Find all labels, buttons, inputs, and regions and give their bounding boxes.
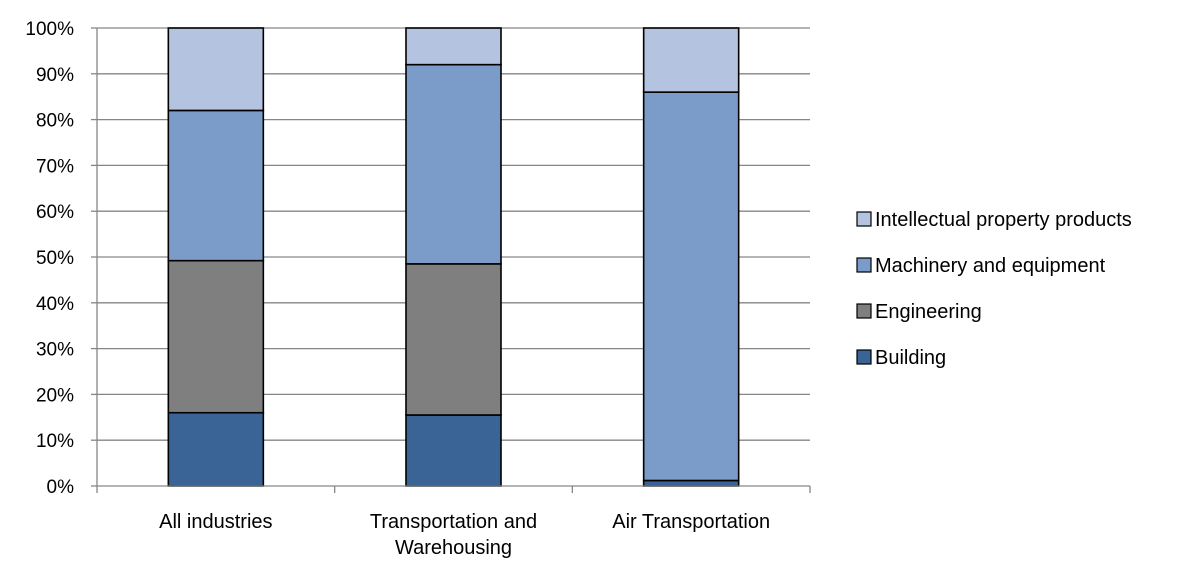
y-tick-label: 80%: [36, 111, 74, 132]
y-tick-label: 40%: [36, 294, 74, 315]
legend-item-engineering: Engineering: [856, 301, 982, 323]
bar-segment-machinery-and-equipment: [642, 91, 740, 482]
bar-segment-building: [642, 479, 740, 487]
legend-label: Machinery and equipment: [875, 255, 1106, 277]
y-tick-label: 60%: [36, 202, 74, 223]
x-category-label: Air Transportation: [612, 511, 770, 533]
y-tick-label: 50%: [36, 248, 74, 269]
legend-swatch: [856, 257, 872, 273]
bar-segment-machinery-and-equipment: [167, 109, 265, 262]
legend-label: Intellectual property products: [875, 209, 1132, 231]
legend-swatch: [856, 211, 872, 227]
bars: [167, 27, 740, 487]
bar-segment-engineering: [167, 259, 265, 414]
legend: Intellectual property products Machinery …: [856, 209, 1132, 369]
bar-segment-building: [405, 414, 502, 487]
y-tick-label: 90%: [36, 65, 74, 86]
axes: [91, 27, 811, 493]
bar-segment-intellectual-property-products: [405, 27, 502, 66]
bar-segment-intellectual-property-products: [642, 27, 740, 93]
legend-item-intellectual-property-products: Intellectual property products: [856, 209, 1132, 231]
x-axis-category-labels: All industries Transportation and Warehous…: [159, 511, 770, 559]
bar-segment-engineering: [405, 263, 502, 416]
x-category-label: Transportation and Warehousing: [370, 511, 537, 559]
y-tick-label: 20%: [36, 385, 74, 406]
y-tick-label: 70%: [36, 156, 74, 177]
y-tick-label: 0%: [47, 477, 75, 498]
legend-swatch: [856, 349, 872, 365]
bar-segment-intellectual-property-products: [167, 27, 265, 112]
legend-label: Building: [875, 347, 946, 369]
legend-item-building: Building: [856, 347, 946, 369]
y-axis-tick-labels: 0% 10% 20% 30% 40% 50% 60% 70% 80% 90% 100%: [25, 19, 74, 498]
x-category-label: All industries: [159, 511, 272, 533]
bar-segment-machinery-and-equipment: [405, 63, 502, 265]
y-tick-label: 30%: [36, 340, 74, 361]
legend-label: Engineering: [875, 301, 982, 323]
legend-swatch: [856, 303, 872, 319]
y-tick-label: 10%: [36, 431, 74, 452]
bar-segment-building: [167, 411, 265, 487]
y-tick-label: 100%: [25, 19, 74, 40]
legend-item-machinery-and-equipment: Machinery and equipment: [856, 255, 1106, 277]
